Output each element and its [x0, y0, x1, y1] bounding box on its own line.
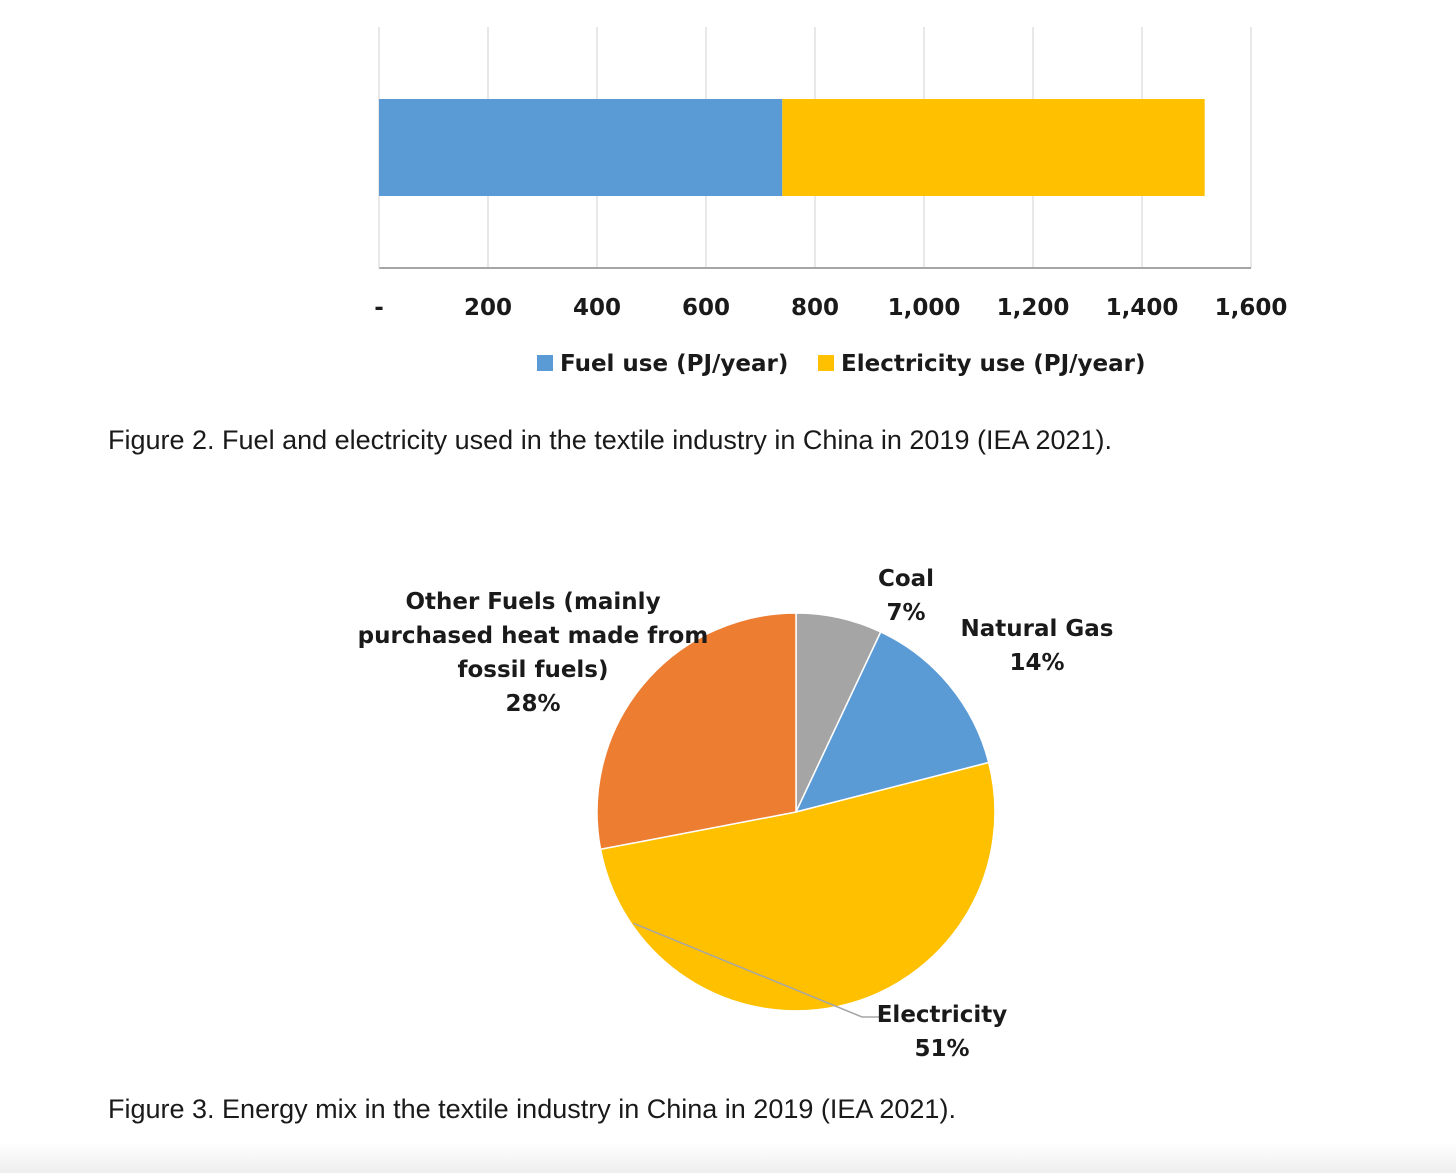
figure-2-caption: Figure 2. Fuel and electricity used in t…	[108, 425, 1113, 455]
pie-label-percent: 7%	[886, 600, 925, 626]
pie-label-name: Other Fuels (mainly	[405, 589, 660, 615]
pie-slice-natural-gas	[794, 630, 990, 814]
x-tick-label: 600	[682, 295, 730, 321]
bar-chart: - 200 400 600 800 1,000 1,200 1,400 1,600 Fuel us…	[374, 27, 1287, 377]
pie-slice-electricity	[599, 761, 996, 1012]
pie-label-percent: 51%	[914, 1036, 969, 1062]
figure-3-caption: Figure 3. Energy mix in the textile indu…	[108, 1094, 956, 1124]
pie-label-percent: 28%	[505, 691, 560, 717]
x-tick-label: 200	[464, 295, 512, 321]
bottom-shadow	[0, 1143, 1456, 1173]
pie-label-name: Electricity	[877, 1002, 1008, 1028]
x-tick-label: 800	[791, 295, 839, 321]
legend-label: Fuel use (PJ/year)	[560, 351, 788, 377]
legend-label: Electricity use (PJ/year)	[841, 351, 1146, 377]
x-tick-label: -	[374, 295, 384, 321]
bar-fuel-use	[379, 99, 783, 196]
pie-label-name: Natural Gas	[961, 616, 1114, 642]
bar-electricity-use	[782, 99, 1205, 196]
x-tick-label: 1,600	[1215, 295, 1288, 321]
pie-label-name: Coal	[878, 566, 934, 592]
x-tick-label: 400	[573, 295, 621, 321]
x-tick-label: 1,400	[1106, 295, 1179, 321]
pie-label-name: purchased heat made from	[358, 623, 709, 649]
pie-label-name: fossil fuels)	[457, 657, 608, 683]
leader-line	[633, 922, 882, 1018]
x-tick-label: 1,000	[888, 295, 961, 321]
legend-swatch	[537, 355, 553, 371]
pie-slice-other-fuels	[596, 612, 797, 851]
x-tick-label: 1,200	[997, 295, 1070, 321]
pie-chart: Coal 7% Natural Gas 14% Electricity 51% Other …	[358, 566, 1114, 1062]
pie-label-percent: 14%	[1009, 650, 1064, 676]
legend-swatch	[818, 355, 834, 371]
